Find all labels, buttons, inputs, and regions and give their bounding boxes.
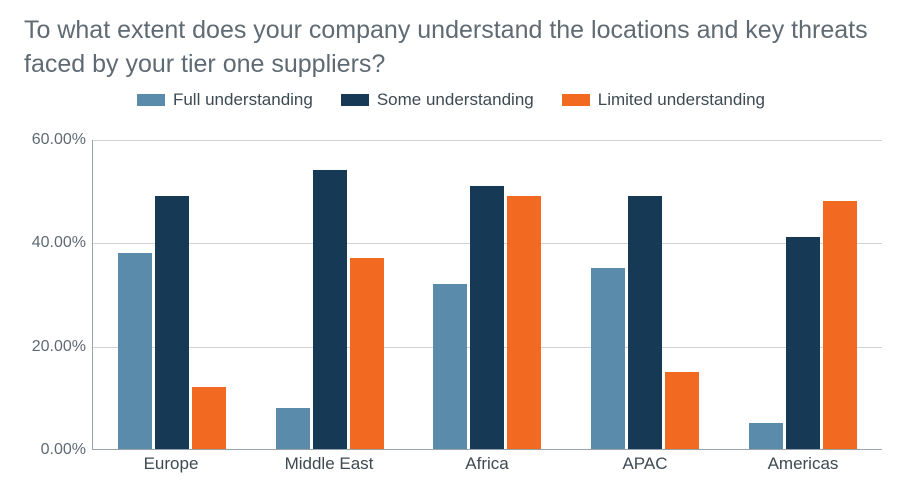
bar-groups (93, 140, 882, 449)
legend-label-limited: Limited understanding (598, 90, 765, 110)
ytick-label: 60.00% (6, 131, 86, 149)
bar-group-apac (566, 140, 724, 449)
bar-some (470, 186, 504, 450)
bar-limited (507, 196, 541, 449)
bar-group-middle-east (251, 140, 409, 449)
chart-legend: Full understanding Some understanding Li… (0, 90, 902, 110)
bar-full (591, 268, 625, 449)
bar-group-europe (93, 140, 251, 449)
bar-limited (665, 372, 699, 450)
legend-item-full: Full understanding (137, 90, 313, 110)
chart-container: To what extent does your company underst… (0, 0, 902, 502)
bar-some (155, 196, 189, 449)
bar-limited (823, 201, 857, 449)
bar-some (313, 170, 347, 449)
legend-swatch-some (341, 94, 369, 106)
bar-full (433, 284, 467, 449)
ytick-label: 0.00% (6, 441, 86, 459)
bar-limited (192, 387, 226, 449)
bar-limited (350, 258, 384, 449)
legend-swatch-limited (562, 94, 590, 106)
bar-full (749, 423, 783, 449)
legend-label-some: Some understanding (377, 90, 534, 110)
ytick-label: 40.00% (6, 234, 86, 252)
bar-full (118, 253, 152, 449)
x-axis-labels: Europe Middle East Africa APAC Americas (92, 454, 882, 474)
ytick-label: 20.00% (6, 338, 86, 356)
plot-area (92, 140, 882, 450)
bar-full (276, 408, 310, 449)
bar-group-africa (409, 140, 567, 449)
bar-some (786, 237, 820, 449)
xlabel: Africa (408, 454, 566, 474)
legend-swatch-full (137, 94, 165, 106)
legend-label-full: Full understanding (173, 90, 313, 110)
chart-title: To what extent does your company underst… (24, 14, 874, 82)
xlabel: APAC (566, 454, 724, 474)
legend-item-some: Some understanding (341, 90, 534, 110)
legend-item-limited: Limited understanding (562, 90, 765, 110)
bar-group-americas (724, 140, 882, 449)
y-axis-ticks: 60.00% 40.00% 20.00% 0.00% (0, 140, 92, 450)
xlabel: Middle East (250, 454, 408, 474)
xlabel: Americas (724, 454, 882, 474)
xlabel: Europe (92, 454, 250, 474)
bar-some (628, 196, 662, 449)
